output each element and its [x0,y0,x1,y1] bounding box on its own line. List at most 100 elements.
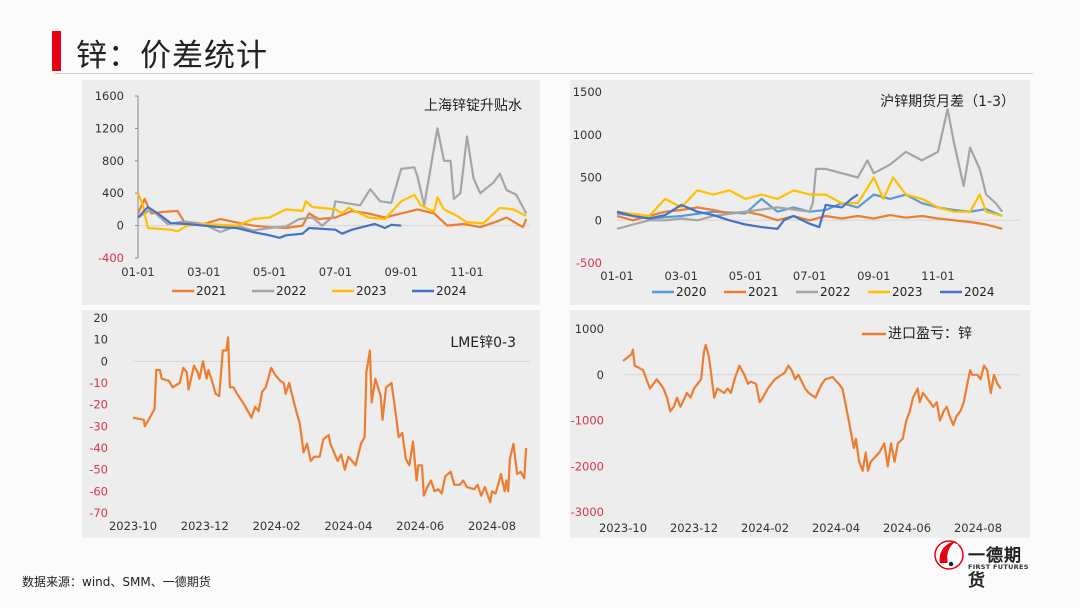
y-tick-label: -10 [89,376,108,390]
y-tick-label: -70 [89,506,108,520]
legend-item-2022: 2022 [796,285,851,299]
legend-item-2023: 2023 [332,284,387,298]
y-tick-label: 0 [117,219,124,233]
y-tick-label: 1500 [573,85,602,99]
x-tick-label: 07-01 [793,269,826,283]
y-tick-label: 10 [93,333,108,347]
y-tick-label: -50 [89,463,108,477]
y-tick-label: -400 [98,251,124,265]
x-tick-label: 2023-10 [109,519,157,533]
x-tick-label: 03-01 [187,265,220,279]
x-tick-label: 09-01 [857,269,890,283]
title-divider [55,73,1033,74]
x-tick-label: 2023-12 [670,521,718,535]
y-tick-label: 1200 [95,121,124,135]
y-tick-label: 0 [597,368,604,382]
x-tick-label: 03-01 [664,269,697,283]
x-tick-label: 2024-06 [396,519,444,533]
legend-label: 2023 [892,285,923,299]
x-tick-label: 2023-12 [181,519,229,533]
series-line-2023 [616,176,1003,218]
data-source-note: 数据来源：wind、SMM、一德期货 [22,575,211,589]
legend-item-进口盈亏：锌: 进口盈亏：锌 [862,326,972,342]
series-line-2024 [137,205,402,239]
legend-label: 进口盈亏：锌 [888,326,972,342]
chart-panel-spot-premium: -400 0 400 800 1200 1600 01-01 03-01 05-01 07-01 0… [82,80,540,305]
y-tick-label: -20 [89,398,108,412]
legend-item-2021: 2021 [724,285,779,299]
y-tick-label: 500 [580,171,602,185]
y-tick-label: 20 [93,311,108,325]
x-tick-label: 2024-06 [883,521,931,535]
legend-label: 2024 [436,284,467,298]
x-tick-label: 07-01 [319,265,352,279]
y-tick-label: -500 [576,256,602,270]
legend-item-2024: 2024 [940,285,995,299]
y-tick-label: -1000 [571,414,604,428]
y-tick-label: 800 [102,154,124,168]
legend-label: 2022 [820,285,851,299]
x-tick-label: 2024-08 [468,519,516,533]
x-tick-label: 01-01 [121,265,154,279]
y-tick-label: -40 [89,441,108,455]
legend-label: 2024 [964,285,995,299]
x-tick-label: 2023-10 [599,521,647,535]
chart-title: 上海锌锭升贴水 [424,98,522,114]
y-tick-label: 1600 [95,89,124,103]
series-line-LME锌0-3 [132,336,528,504]
x-tick-label: 2024-04 [812,521,860,535]
y-tick-label: -2000 [571,459,604,473]
logo-text-cn: 一德期货 [968,546,1022,591]
x-tick-label: 2024-02 [253,519,301,533]
y-tick-label: -30 [89,419,108,433]
x-tick-label: 11-01 [921,269,954,283]
chart-panel-futures-spread: -500 0 500 1000 1500 01-01 03-01 05-01 07-01 09-0… [570,80,1030,305]
chart-panel-lme-0-3: -70 -60 -50 -40 -30 -20 -10 0 10 20 2023-10 2023-12… [82,310,540,538]
legend-item-2024: 2024 [412,284,467,298]
chart-svg: -3000 -2000 -1000 0 1000 2023-10 2023-12 2024-0… [571,322,1020,535]
y-tick-label: 1000 [573,128,602,142]
chart-svg: -500 0 500 1000 1500 01-01 03-01 05-01 07-01 09-0… [573,85,1020,299]
chart-title: LME锌0-3 [450,335,516,351]
series-line-2022 [137,127,528,234]
legend-item-2022: 2022 [252,284,307,298]
series-line-2021 [616,206,1003,230]
legend-item-2023: 2023 [868,285,923,299]
chart-svg: -400 0 400 800 1200 1600 01-01 03-01 05-01 07-01 0… [95,89,530,298]
series-line-进口盈亏：锌 [622,343,1002,472]
x-tick-label: 2024-02 [741,521,789,535]
series-line-2024 [616,193,859,230]
legend-item-2021: 2021 [172,284,227,298]
x-tick-label: 2024-08 [954,521,1002,535]
x-tick-label: 09-01 [384,265,417,279]
title-accent-bar [52,31,61,71]
chart-panel-import-profit: -3000 -2000 -1000 0 1000 2023-10 2023-12 2024-0… [570,310,1030,538]
y-tick-label: 400 [102,186,124,200]
page-title: 锌：价差统计 [76,38,268,74]
y-tick-label: 1000 [575,322,604,336]
y-tick-label: 0 [101,354,108,368]
chart-svg: -70 -60 -50 -40 -30 -20 -10 0 10 20 2023-10 2023-12… [89,311,530,533]
x-tick-label: 2024-04 [324,519,372,533]
x-tick-label: 01-01 [600,269,633,283]
chart-title: 沪锌期货月差（1-3） [880,93,1015,110]
legend-label: 2020 [676,285,707,299]
x-tick-label: 11-01 [450,265,483,279]
series-line-2022 [616,108,1004,230]
legend-label: 2021 [196,284,227,298]
legend-label: 2023 [356,284,387,298]
y-tick-label: -60 [89,484,108,498]
x-tick-label: 05-01 [729,269,762,283]
legend-label: 2022 [276,284,307,298]
series-line-2020 [616,193,1003,220]
series-line-2023 [136,192,527,233]
legend-item-2020: 2020 [652,285,707,299]
company-logo: 一德期货 FIRST FUTURES [934,537,1034,591]
logo-emblem-icon [934,540,964,570]
y-tick-label: 0 [595,213,602,227]
legend-label: 2021 [748,285,779,299]
y-tick-label: -3000 [571,505,604,519]
logo-text-en: FIRST FUTURES [968,563,1029,571]
x-tick-label: 05-01 [253,265,286,279]
